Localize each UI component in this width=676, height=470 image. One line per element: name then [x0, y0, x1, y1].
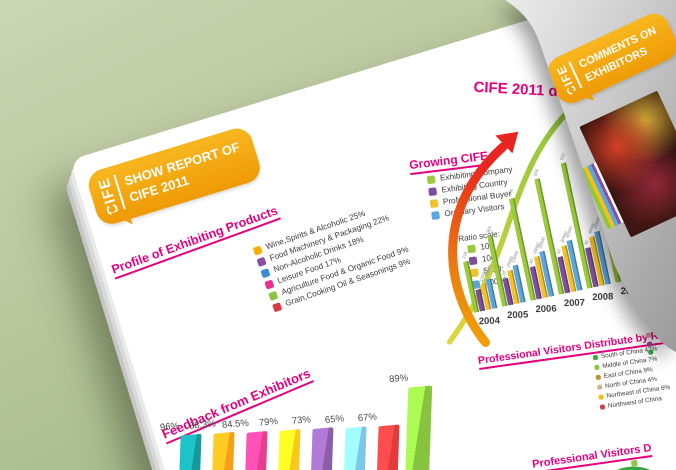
bar-value-label: 26	[501, 270, 508, 277]
year-axis-label: 2005	[507, 309, 529, 321]
bar-value-label: 23000	[511, 250, 520, 264]
bar-value-label: 40000	[587, 221, 596, 235]
bar-value-label: 12000	[479, 269, 488, 283]
comments-badge-title: COMMENTS ON EXHIBITORS	[577, 24, 665, 85]
bar-value-label: 30	[528, 258, 535, 265]
pie-slice-label: 9%	[240, 299, 263, 319]
bar-value-label: 20000	[505, 255, 514, 269]
bar-value-label: 506	[532, 168, 539, 177]
year-axis-label: 2007	[564, 297, 586, 309]
bar-value-label: 365	[485, 225, 492, 234]
cife-logo: CIFE	[555, 61, 584, 97]
bar-value-label: 36	[583, 239, 590, 246]
bar-value-label: 45000	[592, 216, 601, 230]
bar-value-label: 552	[559, 152, 566, 161]
bar-value-label: 22	[473, 281, 480, 288]
year-axis-label: 2008	[592, 291, 614, 303]
bar-value-label: 36000	[559, 230, 568, 244]
bar-value-label: 20000	[484, 264, 493, 278]
year-axis-label: 2004	[479, 315, 501, 327]
bar-value-label: 30000	[537, 236, 546, 250]
pie-slice-label: 9%	[226, 317, 249, 337]
products-pie-chart: 22% 18%9%9%17%25%	[138, 274, 263, 354]
growth-arrow	[448, 131, 519, 347]
bar-value-label: 33	[555, 248, 562, 255]
bar-value-label: 218	[461, 250, 468, 259]
bar-value-label: 460	[507, 187, 514, 196]
bar-value-label: 26000	[532, 241, 541, 255]
bar-value-label: 40000	[565, 225, 574, 239]
year-axis-label: 2006	[535, 303, 557, 315]
